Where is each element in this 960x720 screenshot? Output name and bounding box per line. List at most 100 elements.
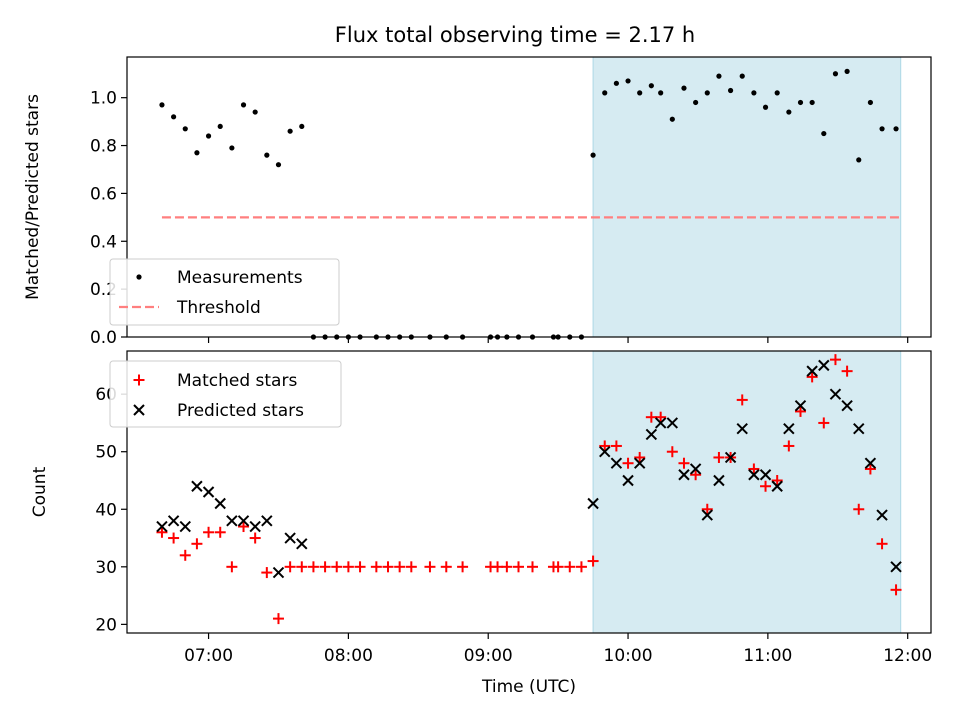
- matched-star-point: [587, 555, 599, 567]
- predicted-star-point: [249, 520, 261, 533]
- matched-star-point: [599, 440, 611, 452]
- measurement-point: [229, 145, 235, 151]
- y-tick-label: 1.0: [90, 89, 117, 109]
- matched-star-point: [405, 561, 417, 573]
- matched-star-point: [748, 463, 760, 475]
- matched-star-point: [890, 584, 902, 596]
- legend-marker-measurements: [136, 274, 142, 280]
- predicted-star-point: [701, 509, 713, 521]
- predicted-star-point: [678, 469, 690, 481]
- matched-star-point: [249, 532, 261, 544]
- matched-star-point: [492, 561, 504, 573]
- matched-star-point: [783, 440, 795, 452]
- measurement-point: [774, 90, 780, 96]
- legend-label-measurements: Measurements: [177, 268, 303, 288]
- legend-marker-matched-stars: [133, 374, 145, 386]
- matched-star-point: [354, 561, 366, 573]
- ratio-legend-box: [109, 258, 340, 326]
- ratio-panel: 0.00.20.40.60.81.0 Matched/Predicted sta…: [23, 56, 932, 348]
- predicted-star-point: [759, 469, 772, 481]
- predicted-star-point: [654, 417, 667, 429]
- matched-star-point: [760, 480, 772, 492]
- predicted-star-point: [622, 474, 634, 487]
- matched-star-point: [179, 549, 191, 561]
- predicted-star-point: [645, 428, 658, 441]
- matched-star-point: [284, 561, 296, 573]
- measurement-point: [264, 152, 270, 158]
- matched-star-point: [203, 526, 215, 538]
- x-tick-label: 10:00: [604, 646, 653, 666]
- measurement-point: [762, 104, 769, 110]
- matched-star-point: [342, 561, 354, 573]
- matched-star-point: [818, 417, 830, 429]
- measurement-point: [832, 71, 839, 77]
- matched-star-point: [214, 526, 226, 538]
- ratio-legend: Measurements Threshold: [109, 258, 340, 326]
- predicted-star-point: [167, 515, 180, 527]
- measurement-point: [809, 99, 815, 106]
- measurement-point: [867, 99, 874, 106]
- matched-star-point: [296, 561, 308, 573]
- predicted-star-point: [156, 520, 168, 533]
- predicted-star-point: [748, 469, 760, 481]
- predicted-star-point: [794, 399, 807, 412]
- y-tick-label: 0.4: [90, 232, 117, 252]
- predicted-star-point: [261, 515, 273, 527]
- measurement-point: [182, 126, 188, 132]
- matched-star-point: [394, 561, 406, 573]
- matched-star-point: [526, 561, 538, 573]
- measurement-point: [602, 90, 608, 96]
- predicted-star-point: [237, 515, 250, 527]
- matched-star-point: [690, 469, 702, 481]
- matched-star-point: [156, 526, 168, 538]
- predicted-star-point: [890, 561, 902, 573]
- matched-star-point: [575, 561, 587, 573]
- legend-label-predicted-stars: Predicted stars: [177, 401, 304, 421]
- matched-star-point: [678, 457, 690, 469]
- ratio-y-axis-label: Matched/Predicted stars: [23, 94, 43, 300]
- matched-star-point: [634, 451, 646, 463]
- matched-star-point: [191, 538, 203, 550]
- measurement-point: [240, 102, 247, 108]
- ratio-panel-frame: [126, 56, 932, 338]
- measurement-point: [194, 150, 200, 156]
- measurement-point: [739, 73, 745, 79]
- predicted-star-point: [599, 446, 611, 458]
- measurement-point: [704, 90, 710, 96]
- predicted-star-point: [179, 520, 191, 533]
- matched-star-point: [736, 394, 748, 406]
- count-legend: Matched stars Predicted stars: [109, 360, 342, 428]
- matched-star-point: [666, 446, 678, 458]
- y-tick-label: 0.0: [90, 328, 117, 348]
- matched-star-point: [513, 561, 525, 573]
- matched-star-point: [645, 411, 657, 423]
- measurement-point: [299, 123, 305, 130]
- predicted-star-point: [214, 497, 226, 510]
- matched-star-point: [261, 567, 273, 579]
- observing-window-shade: [592, 350, 902, 634]
- matched-star-point: [238, 521, 250, 533]
- measurement-point: [637, 90, 643, 96]
- matched-star-point: [655, 411, 667, 423]
- measurement-point: [252, 109, 258, 115]
- predicted-star-point: [736, 422, 748, 435]
- measurement-point: [658, 90, 664, 96]
- measurement-point: [217, 123, 223, 130]
- matched-star-point: [370, 561, 382, 573]
- measurement-point: [879, 126, 885, 132]
- chart-title: Flux total observing time = 2.17 h: [335, 23, 695, 47]
- predicted-star-point: [202, 486, 215, 498]
- y-tick-label: 0.6: [90, 184, 117, 204]
- x-tick-label: 09:00: [464, 646, 513, 666]
- matched-star-point: [876, 538, 888, 550]
- predicted-star-point: [666, 417, 679, 429]
- measurement-point: [751, 90, 757, 96]
- measurement-point: [681, 85, 687, 91]
- matched-star-point: [829, 354, 841, 366]
- measurement-point: [613, 80, 619, 86]
- predicted-star-point: [610, 457, 623, 469]
- count-legend-box: [109, 360, 342, 428]
- predicted-star-point: [818, 359, 830, 372]
- measurement-point: [856, 157, 862, 163]
